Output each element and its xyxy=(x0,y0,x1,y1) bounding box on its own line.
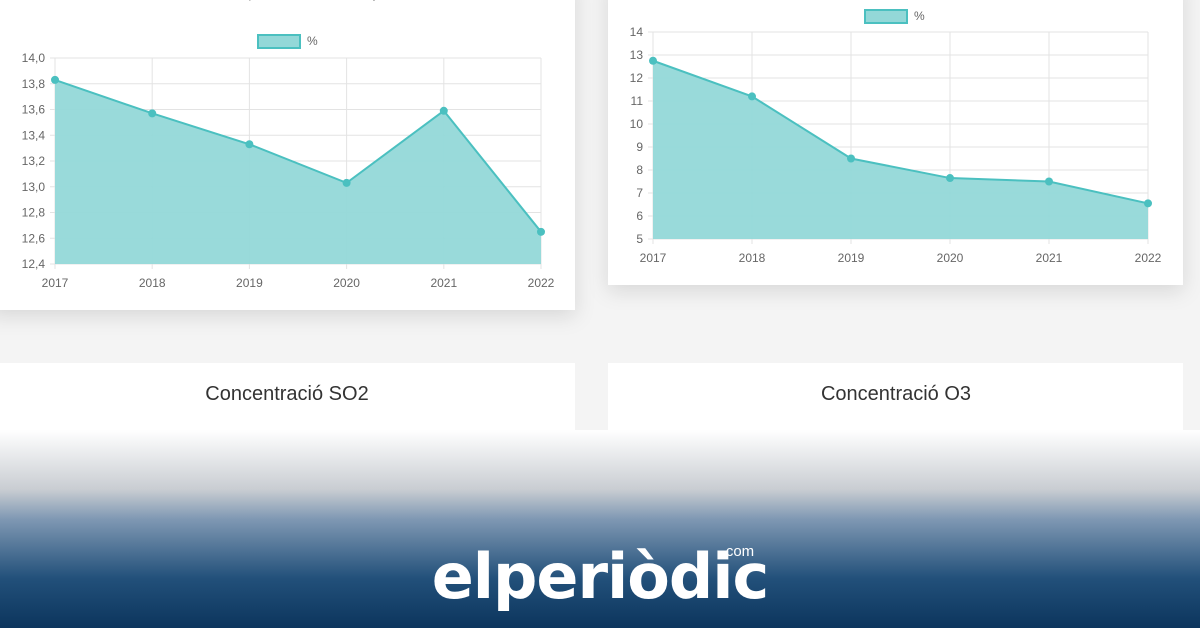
y-tick-label: 12,4 xyxy=(22,257,46,271)
point xyxy=(342,178,351,187)
point xyxy=(847,154,855,163)
x-tick-label: 2022 xyxy=(528,276,555,290)
y-tick-label: 13,0 xyxy=(22,180,46,194)
y-tick-label: 8 xyxy=(636,163,643,177)
legend-swatch xyxy=(257,34,301,49)
x-tick-label: 2020 xyxy=(333,276,360,290)
point xyxy=(245,140,254,149)
point xyxy=(946,174,954,183)
point xyxy=(148,109,157,118)
point xyxy=(1144,199,1152,208)
chart-subtitle: unitats per volum d'aire mostrejat xyxy=(210,0,387,1)
x-tick-label: 2021 xyxy=(1036,251,1063,265)
point xyxy=(537,227,545,236)
y-tick-label: 5 xyxy=(636,232,643,246)
y-tick-label: 14 xyxy=(630,25,644,39)
y-tick-label: 13 xyxy=(630,48,644,62)
y-tick-label: 13,6 xyxy=(22,103,46,117)
line xyxy=(652,59,1149,205)
y-tick-label: 13,2 xyxy=(22,154,46,168)
brand-logo: elperiòdic xyxy=(432,540,769,613)
x-tick-label: 2017 xyxy=(640,251,667,265)
y-tick-label: 13,4 xyxy=(22,128,46,142)
card xyxy=(608,363,1183,430)
y-tick-label: 6 xyxy=(636,209,643,223)
legend-label: % xyxy=(307,34,318,48)
x-tick-label: 2019 xyxy=(236,276,263,290)
card xyxy=(0,363,575,430)
x-tick-label: 2019 xyxy=(838,251,865,265)
x-tick-label: 2021 xyxy=(430,276,457,290)
legend-swatch xyxy=(864,9,908,24)
y-tick-label: 12,8 xyxy=(22,206,46,220)
area xyxy=(55,79,541,264)
x-tick-label: 2018 xyxy=(139,276,166,290)
x-tick-label: 2022 xyxy=(1135,251,1162,265)
x-tick-label: 2017 xyxy=(42,276,69,290)
y-tick-label: 10 xyxy=(630,117,644,131)
card-title: Concentració O3 xyxy=(821,383,971,405)
card-title: Concentració SO2 xyxy=(205,383,368,405)
legend-label: % xyxy=(914,9,925,23)
y-tick-label: 7 xyxy=(636,186,643,200)
y-tick-label: 12,6 xyxy=(22,231,46,245)
y-tick-label: 9 xyxy=(636,140,643,154)
brand-band xyxy=(0,430,1200,628)
point xyxy=(748,92,756,101)
point xyxy=(1045,177,1053,186)
brand-suffix: com xyxy=(726,543,754,560)
y-tick-label: 13,8 xyxy=(22,77,46,91)
y-tick-label: 12 xyxy=(630,71,644,85)
area xyxy=(653,60,1148,239)
line xyxy=(54,78,542,233)
y-tick-label: 11 xyxy=(631,94,644,108)
point xyxy=(649,56,657,65)
point xyxy=(51,75,59,84)
x-tick-label: 2020 xyxy=(937,251,964,265)
x-tick-label: 2018 xyxy=(739,251,766,265)
point xyxy=(439,106,448,115)
y-tick-label: 14,0 xyxy=(22,51,46,65)
